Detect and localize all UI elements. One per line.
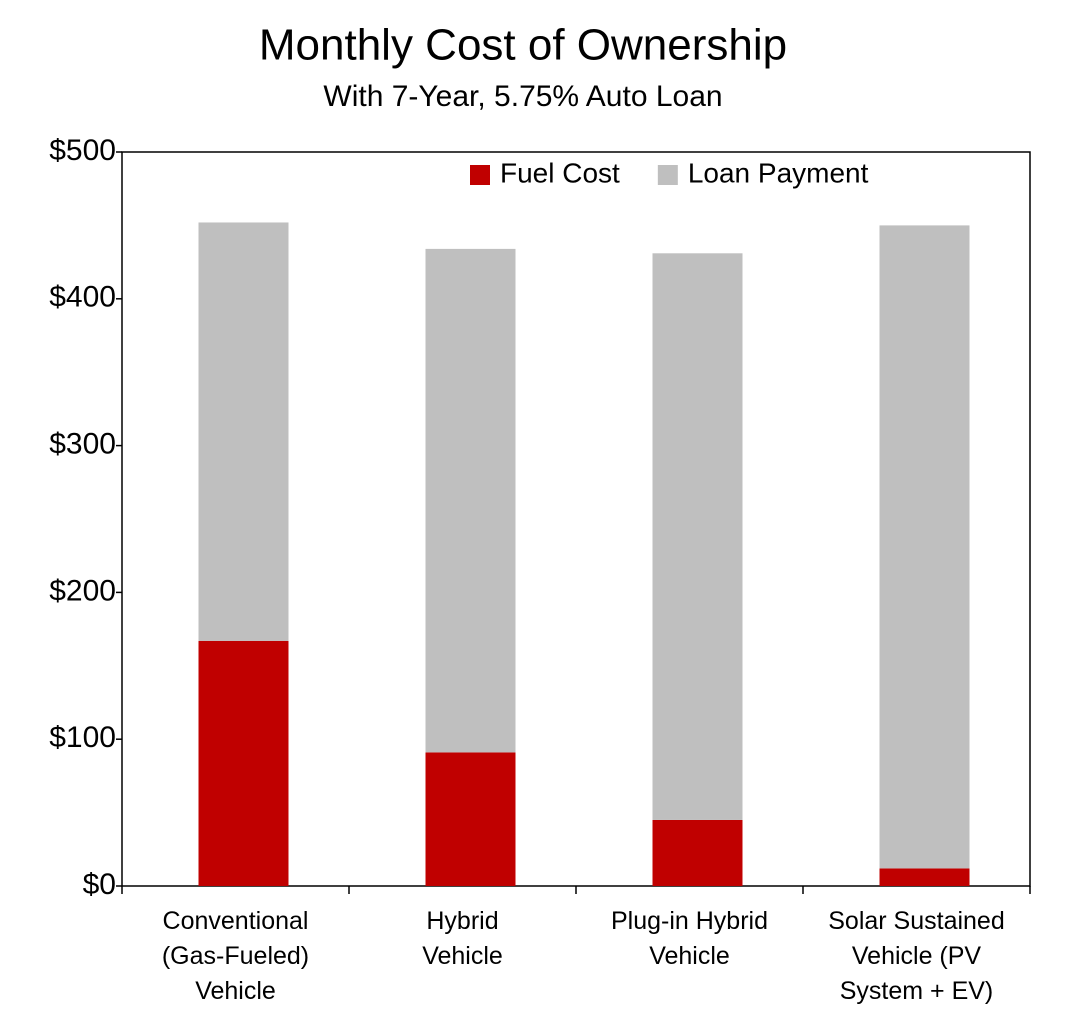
- chart-subtitle: With 7-Year, 5.75% Auto Loan: [323, 80, 722, 113]
- legend-label: Fuel Cost: [500, 157, 620, 188]
- legend-swatch: [470, 165, 490, 185]
- y-tick-label: $300: [49, 428, 116, 461]
- bar-segment: [879, 868, 970, 886]
- legend-label: Loan Payment: [688, 157, 869, 188]
- chart-title: Monthly Cost of Ownership: [259, 21, 787, 70]
- bar-segment: [652, 819, 743, 886]
- legend-swatch: [657, 165, 678, 185]
- x-tick-label: Conventional (Gas-Fueled) Vehicle: [161, 907, 310, 1005]
- y-tick-label: $0: [83, 868, 116, 901]
- bar-segment: [652, 253, 743, 820]
- bar-segment: [879, 225, 970, 869]
- y-tick-label: $100: [49, 721, 116, 754]
- y-tick-label: $200: [49, 574, 116, 607]
- x-tick-label: Plug-in Hybrid Vehicle: [610, 907, 768, 970]
- x-tick-label: Hybrid Vehicle: [422, 907, 503, 970]
- bar-segment: [425, 752, 516, 886]
- bar-segment: [425, 248, 516, 753]
- bar-segment: [198, 640, 289, 886]
- x-tick-label: Solar Sustained Vehicle (PV System + EV): [828, 907, 1005, 1005]
- y-tick-label: $500: [49, 134, 116, 167]
- y-tick-label: $400: [49, 281, 116, 314]
- bar-segment: [198, 222, 289, 641]
